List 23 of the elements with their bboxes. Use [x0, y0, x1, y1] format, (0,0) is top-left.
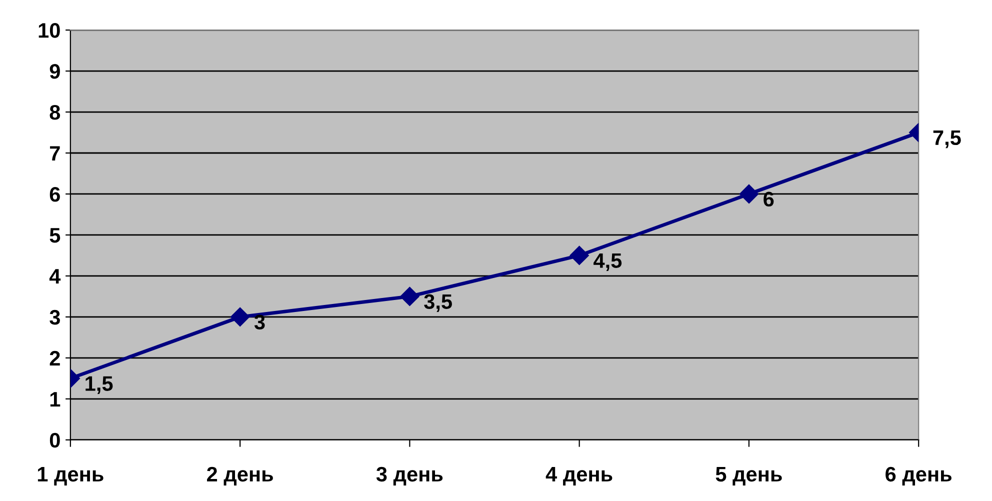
y-tick-label: 7	[50, 146, 60, 161]
y-tick-label: 3	[50, 310, 60, 325]
data-label: 1,5	[86, 376, 113, 394]
y-tick-label: 0	[50, 432, 60, 448]
x-tick-label: 3 день	[376, 466, 443, 486]
y-tick-label: 6	[50, 186, 60, 202]
x-tick-label: 4 день	[546, 467, 612, 486]
x-tick-label: 5 день	[716, 467, 782, 486]
y-tick-label: 4	[49, 269, 61, 284]
y-tick-label: 2	[50, 350, 60, 366]
data-label: 7,5	[933, 130, 961, 148]
y-tick-label: 5	[50, 228, 60, 243]
point	[570, 246, 589, 265]
data-label: 4,5	[594, 253, 622, 272]
data-label: 3,5	[424, 294, 452, 312]
x-tick-label: 1 день	[38, 467, 104, 486]
x-tick-label: 6 день	[886, 466, 952, 486]
y-tick-label: 8	[50, 105, 60, 120]
y-tick-label: 1	[50, 392, 60, 406]
y-tick-label: 9	[50, 64, 60, 79]
y-tick-label: 10	[38, 23, 60, 38]
x-tick-label: 2 день	[207, 466, 273, 486]
point	[400, 286, 420, 306]
